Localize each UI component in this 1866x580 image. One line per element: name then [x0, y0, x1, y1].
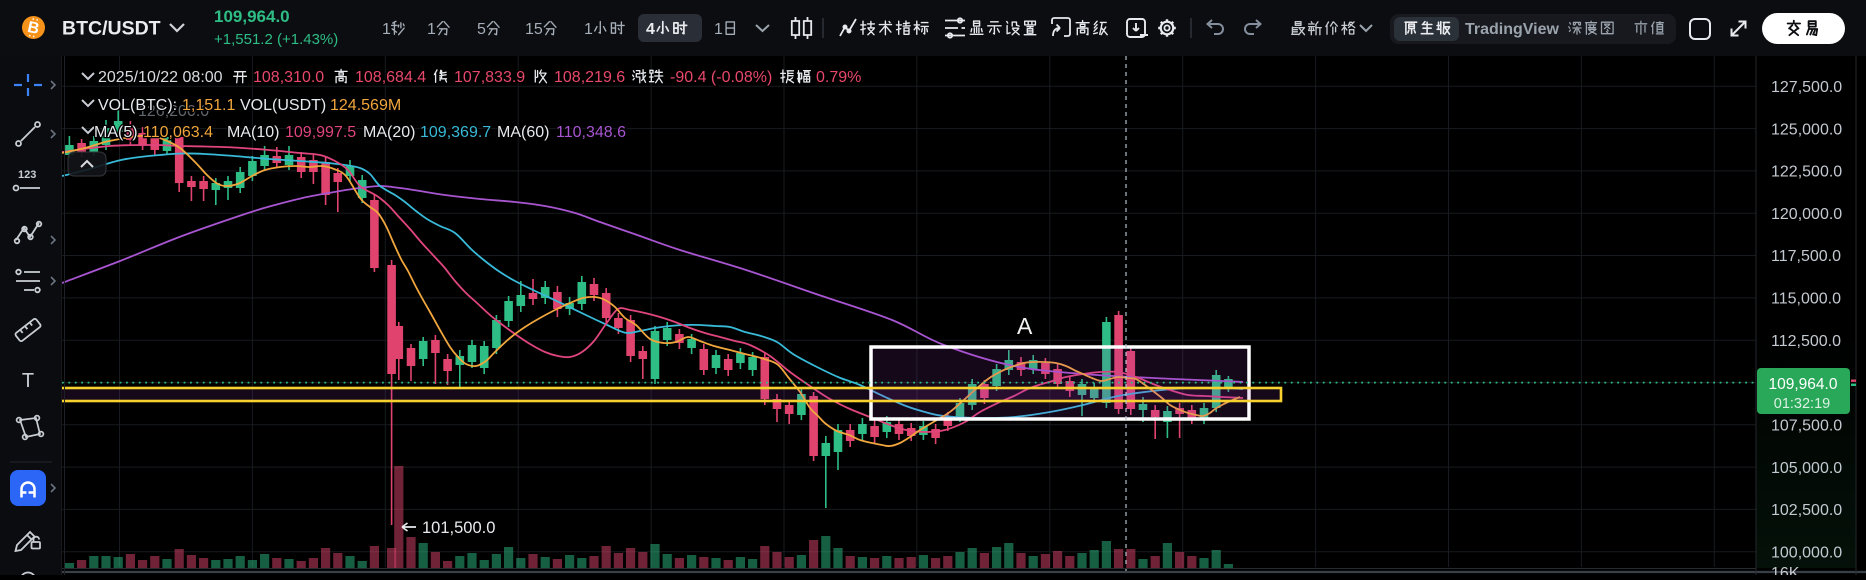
svg-text:4: 4 — [646, 21, 655, 38]
svg-text:MA(10): MA(10) — [227, 124, 279, 141]
svg-text:VOL(BTC):: VOL(BTC): — [98, 97, 177, 114]
svg-text:2025/10/22 08:00: 2025/10/22 08:00 — [98, 69, 223, 86]
svg-text:110,348.6: 110,348.6 — [556, 124, 626, 141]
svg-text:102,500.0: 102,500.0 — [1771, 502, 1842, 519]
svg-text:125,000.0: 125,000.0 — [1771, 121, 1842, 138]
svg-text:108,219.6: 108,219.6 — [554, 69, 625, 86]
svg-text:5: 5 — [477, 21, 486, 38]
svg-text:117,500.0: 117,500.0 — [1771, 248, 1841, 265]
svg-text:120,000.0: 120,000.0 — [1771, 206, 1842, 223]
svg-text:MA(20): MA(20) — [363, 124, 415, 141]
svg-text:-90.4 (-0.08%): -90.4 (-0.08%) — [670, 69, 772, 86]
svg-text:126,200.0: 126,200.0 — [138, 103, 209, 120]
svg-text:105,000.0: 105,000.0 — [1771, 460, 1842, 477]
svg-text:109,369.7: 109,369.7 — [420, 124, 491, 141]
svg-text:VOL(USDT): VOL(USDT) — [240, 97, 326, 114]
svg-text:122,500.0: 122,500.0 — [1771, 164, 1842, 181]
svg-text:107,500.0: 107,500.0 — [1771, 417, 1842, 434]
svg-text:+1,551.2 (+1.43%): +1,551.2 (+1.43%) — [214, 31, 338, 48]
svg-text:MA(60): MA(60) — [497, 124, 549, 141]
svg-text:BTC/USDT: BTC/USDT — [62, 18, 161, 40]
svg-text:1: 1 — [427, 21, 436, 38]
svg-text:101,500.0: 101,500.0 — [422, 519, 495, 537]
svg-text:100,000.0: 100,000.0 — [1771, 544, 1842, 561]
svg-text:124.569M: 124.569M — [330, 97, 401, 114]
svg-text:T: T — [22, 370, 34, 392]
svg-text:112,500.0: 112,500.0 — [1771, 333, 1841, 350]
svg-text:109,964.0: 109,964.0 — [214, 7, 290, 26]
svg-text:110,063.4: 110,063.4 — [143, 124, 213, 141]
svg-text:1,151.1: 1,151.1 — [182, 97, 235, 114]
svg-text:1: 1 — [714, 21, 723, 38]
svg-text:A: A — [1017, 313, 1033, 339]
svg-text:15: 15 — [525, 21, 543, 38]
svg-text:123: 123 — [18, 169, 36, 181]
svg-text:B: B — [26, 19, 41, 38]
svg-text:109,964.0: 109,964.0 — [1769, 376, 1838, 393]
svg-text:115,000.0: 115,000.0 — [1771, 291, 1841, 308]
svg-text:MA(5): MA(5) — [94, 124, 138, 141]
svg-text:108,684.4: 108,684.4 — [355, 69, 426, 86]
svg-text:16K: 16K — [1771, 565, 1800, 575]
svg-text:1: 1 — [382, 21, 391, 38]
svg-text:107,833.9: 107,833.9 — [454, 69, 525, 86]
svg-text:109,997.5: 109,997.5 — [285, 124, 356, 141]
svg-text:TradingView: TradingView — [1465, 21, 1560, 38]
svg-text:0.79%: 0.79% — [816, 69, 861, 86]
svg-text:01:32:19: 01:32:19 — [1774, 396, 1830, 412]
svg-text:1: 1 — [584, 21, 593, 38]
svg-text:127,500.0: 127,500.0 — [1771, 79, 1842, 96]
svg-text:108,310.0: 108,310.0 — [253, 69, 324, 86]
